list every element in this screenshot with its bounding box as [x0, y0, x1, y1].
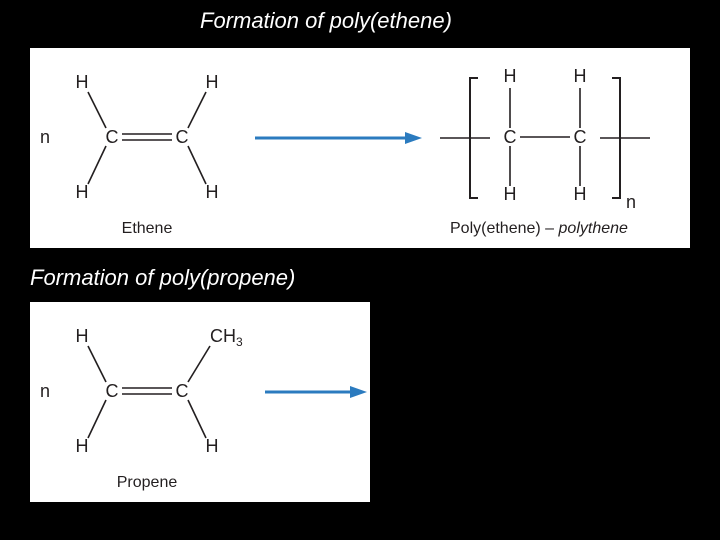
bond-c2-hbr	[188, 146, 206, 184]
prop-ch3: CH3	[210, 326, 243, 349]
ethene-diagram: n C C H H H H Ethene	[30, 48, 690, 248]
caption-propene: Propene	[117, 474, 178, 491]
prop-bond-c1-hbl	[88, 400, 106, 438]
polyethene-unit: n C C H H H H Poly(ethene) – polythene	[440, 66, 650, 237]
coeff-n: n	[40, 127, 50, 147]
prop-bond-c2-hbr	[188, 400, 206, 438]
prop-h-br: H	[206, 436, 219, 456]
title-polypropene: Formation of poly(propene)	[30, 265, 295, 291]
bond-c2-htr	[188, 92, 206, 128]
bond-c1-htl	[88, 92, 106, 128]
prop-h-bl: H	[76, 436, 89, 456]
poly-h-tr: H	[574, 66, 587, 86]
atom-h-br: H	[206, 182, 219, 202]
panel-ethene: n C C H H H H Ethene	[30, 48, 690, 248]
caption-ethene: Ethene	[122, 220, 173, 237]
atom-h-tr: H	[206, 72, 219, 92]
title-polyethene: Formation of poly(ethene)	[200, 8, 452, 34]
caption-polyethene: Poly(ethene) – polythene	[450, 220, 628, 237]
poly-atom-c1: C	[504, 127, 517, 147]
propene-diagram: n C C H CH3 H H Propene	[30, 302, 370, 502]
atom-c2: C	[176, 127, 189, 147]
poly-h-bl: H	[504, 184, 517, 204]
arrow-head-icon	[405, 132, 422, 144]
atom-h-bl: H	[76, 182, 89, 202]
prop-bond-c1-htl	[88, 346, 106, 382]
propene-monomer: C C H CH3 H H Propene	[76, 326, 244, 491]
poly-h-tl: H	[504, 66, 517, 86]
prop-arrow-head-icon	[350, 386, 367, 398]
atom-c1: C	[106, 127, 119, 147]
ethene-monomer: C C H H H H Ethene	[76, 72, 219, 237]
prop-h-tl: H	[76, 326, 89, 346]
subscript-n: n	[626, 192, 636, 212]
panel-propene: n C C H CH3 H H Propene	[30, 302, 370, 502]
propene-arrow	[265, 386, 367, 398]
poly-h-br: H	[574, 184, 587, 204]
prop-bond-c2-ch3	[188, 346, 210, 382]
prop-atom-c2: C	[176, 381, 189, 401]
bond-c1-hbl	[88, 146, 106, 184]
poly-atom-c2: C	[574, 127, 587, 147]
atom-h-tl: H	[76, 72, 89, 92]
reaction-arrow	[255, 132, 422, 144]
propene-coeff-n: n	[40, 381, 50, 401]
prop-atom-c1: C	[106, 381, 119, 401]
